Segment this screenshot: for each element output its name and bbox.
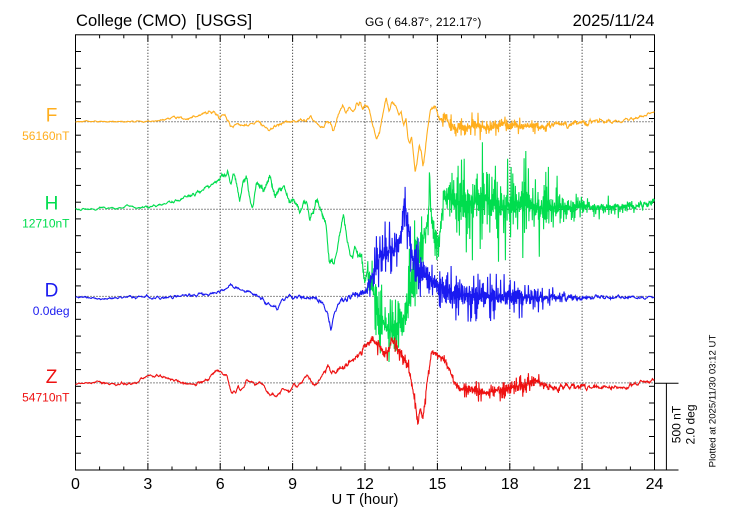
svg-text:D: D [45,280,59,301]
svg-text:2025/11/24: 2025/11/24 [573,11,655,30]
svg-text:6: 6 [216,476,225,493]
svg-text:2.0 deg: 2.0 deg [684,404,698,444]
svg-text:0.0deg: 0.0deg [33,304,70,318]
svg-text:18: 18 [501,476,519,493]
svg-text:F: F [46,106,58,127]
svg-text:Z: Z [46,367,58,388]
svg-text:500 nT: 500 nT [670,405,684,443]
svg-text:0: 0 [71,476,80,493]
svg-text:9: 9 [288,476,297,493]
svg-text:12710nT: 12710nT [22,217,70,231]
svg-text:GG ( 64.87°, 212.17°): GG ( 64.87°, 212.17°) [365,15,481,29]
svg-text:H: H [45,193,59,214]
svg-text:U T (hour): U T (hour) [332,492,399,508]
svg-text:54710nT: 54710nT [22,390,70,404]
svg-text:24: 24 [646,476,664,493]
svg-text:21: 21 [573,476,591,493]
svg-text:15: 15 [428,476,446,493]
svg-text:56160nT: 56160nT [22,129,70,143]
svg-text:12: 12 [356,476,374,493]
svg-text:College (CMO) [USGS]: College (CMO) [USGS] [76,11,252,30]
svg-text:Plotted at 2025/11/30 03:12 UT: Plotted at 2025/11/30 03:12 UT [708,335,719,468]
svg-text:3: 3 [143,476,152,493]
